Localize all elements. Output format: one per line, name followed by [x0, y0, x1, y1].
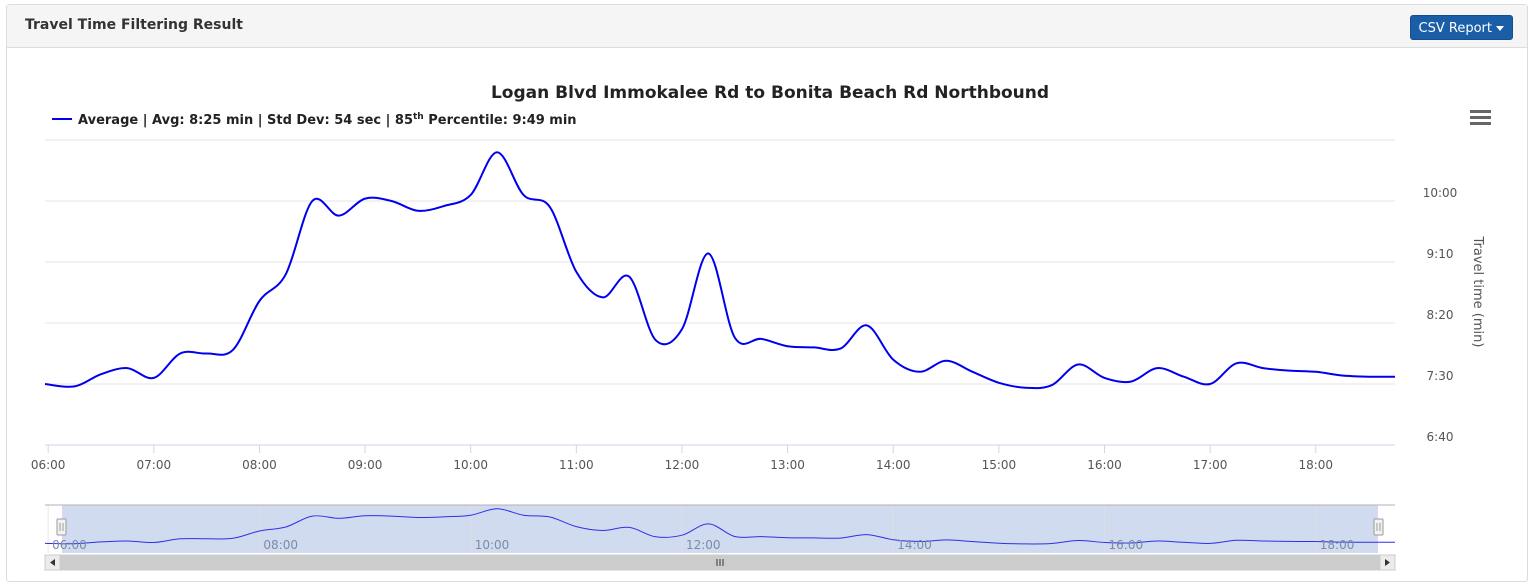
navigator-grid — [47, 505, 1317, 553]
x-axis: 06:00 07:00 08:00 09:00 10:00 11:00 12:00 13:00… — [31, 445, 1333, 472]
x-tick-label: 12:00 — [665, 458, 700, 472]
x-tick-label: 15:00 — [982, 458, 1017, 472]
x-tick-label: 16:00 — [1087, 458, 1122, 472]
y-axis: 6:40 7:30 8:20 9:10 10:00 — [1423, 186, 1458, 444]
navigator-tick-label: 06:00 — [52, 538, 87, 552]
csv-report-label: CSV Report — [1418, 21, 1492, 36]
legend-text-suffix: Percentile: 9:49 min — [424, 113, 577, 128]
navigator-tick-label: 18:00 — [1320, 538, 1355, 552]
chevron-left-icon — [50, 559, 55, 566]
legend-text-prefix: Average | Avg: 8:25 min | Std Dev: 54 se… — [78, 113, 413, 128]
y-tick-label: 6:40 — [1427, 430, 1454, 444]
navigator-tick-label: 16:00 — [1109, 538, 1144, 552]
x-tick-label: 17:00 — [1193, 458, 1228, 472]
navigator-tick-label: 12:00 — [686, 538, 721, 552]
y-axis-title: Travel time (min) — [1470, 236, 1485, 348]
x-tick-label: 06:00 — [31, 458, 66, 472]
x-tick-label: 11:00 — [559, 458, 594, 472]
y-tick-label: 10:00 — [1423, 186, 1458, 200]
navigator-series-line — [44, 508, 1395, 545]
navigator-handle-left[interactable] — [56, 518, 67, 536]
x-tick-label: 18:00 — [1298, 458, 1333, 472]
scrollbar[interactable] — [44, 554, 1396, 571]
legend-label: Average | Avg: 8:25 min | Std Dev: 54 se… — [78, 112, 577, 128]
x-tick-label: 14:00 — [876, 458, 911, 472]
navigator[interactable]: 06:00 08:00 10:00 12:00 14:00 16:00 18:00 — [44, 504, 1395, 553]
x-tick-label: 13:00 — [770, 458, 805, 472]
panel-title: Travel Time Filtering Result — [25, 17, 243, 33]
grip-icon — [716, 559, 724, 566]
y-tick-label: 8:20 — [1427, 308, 1454, 322]
chevron-right-icon — [1385, 559, 1390, 566]
travel-time-panel: Travel Time Filtering Result CSV Report — [6, 4, 1528, 582]
chart-title: Logan Blvd Immokalee Rd to Bonita Beach … — [491, 83, 1049, 103]
panel-header: Travel Time Filtering Result CSV Report — [7, 5, 1527, 48]
hamburger-menu-icon[interactable] — [1468, 109, 1492, 128]
grid-lines — [45, 139, 1395, 446]
csv-report-button[interactable]: CSV Report — [1409, 15, 1513, 40]
x-tick-label: 10:00 — [453, 458, 488, 472]
navigator-tick-label: 08:00 — [263, 538, 298, 552]
y-tick-label: 9:10 — [1427, 247, 1454, 261]
navigator-handle-right[interactable] — [1373, 518, 1384, 536]
caret-down-icon — [1496, 26, 1504, 31]
navigator-tick-label: 10:00 — [475, 538, 510, 552]
series-line-average — [44, 151, 1396, 390]
x-tick-label: 09:00 — [348, 458, 383, 472]
legend-superscript: th — [413, 112, 424, 122]
navigator-axis: 06:00 08:00 10:00 12:00 14:00 16:00 18:00 — [52, 538, 1354, 552]
y-tick-label: 7:30 — [1427, 369, 1454, 383]
legend-item-average[interactable]: Average | Avg: 8:25 min | Std Dev: 54 se… — [52, 112, 577, 128]
x-tick-label: 07:00 — [137, 458, 172, 472]
x-tick-label: 08:00 — [242, 458, 277, 472]
navigator-tick-label: 14:00 — [897, 538, 932, 552]
